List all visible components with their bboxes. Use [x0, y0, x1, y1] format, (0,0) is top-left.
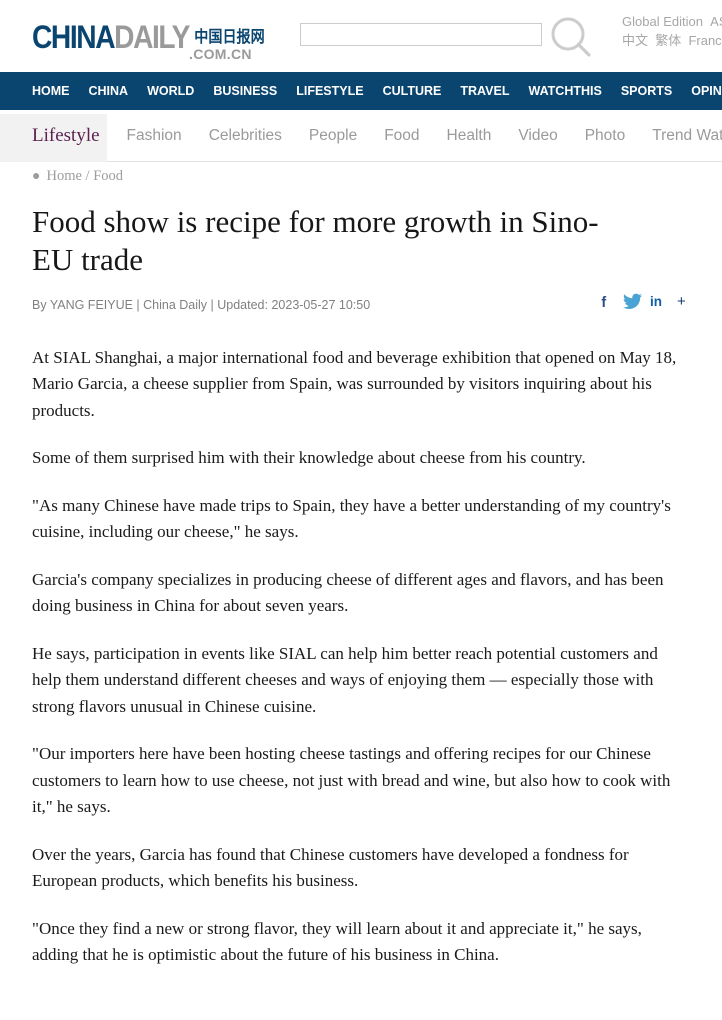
svg-text:in: in	[650, 294, 662, 309]
svg-text:f: f	[601, 294, 606, 310]
svg-text:+: +	[677, 293, 686, 310]
